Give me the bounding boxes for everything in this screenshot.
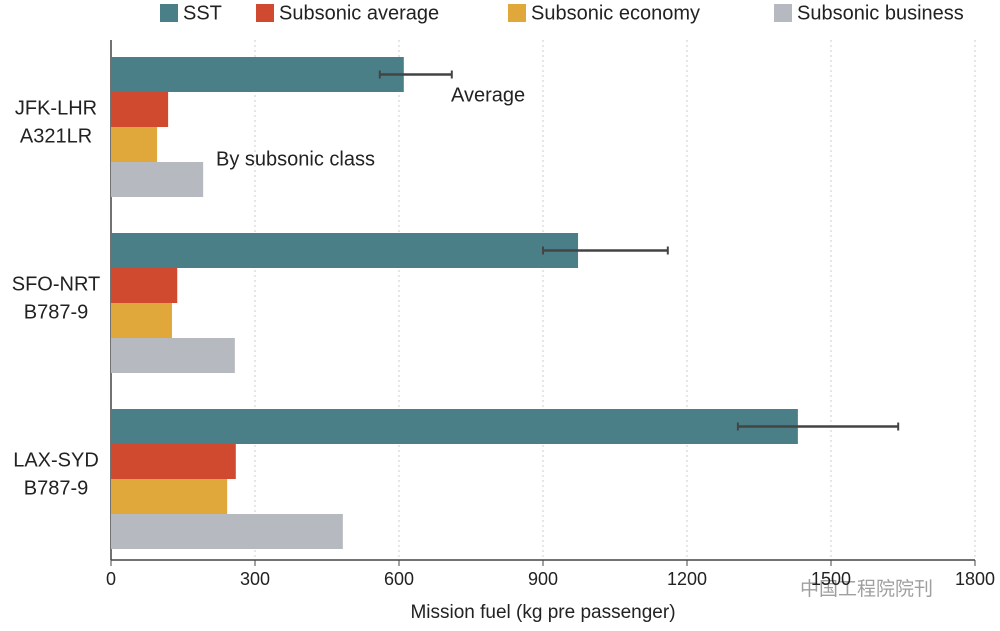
bar xyxy=(111,127,158,162)
bar xyxy=(111,444,236,479)
legend-label: Subsonic business xyxy=(797,2,964,24)
bar xyxy=(111,479,228,514)
watermark: 中国工程院院刊 xyxy=(800,578,933,600)
bar xyxy=(111,514,343,549)
y-tick-label: JFK-LHR xyxy=(15,97,97,119)
y-tick-label: LAX-SYD xyxy=(13,449,99,471)
bar xyxy=(111,233,579,268)
bar xyxy=(111,92,169,127)
x-tick-label: 300 xyxy=(240,569,270,589)
error-bar xyxy=(378,70,453,79)
bar xyxy=(111,268,178,303)
y-tick-label: B787-9 xyxy=(24,301,89,323)
legend-swatch xyxy=(160,4,178,22)
x-tick-label: 1800 xyxy=(955,569,995,589)
y-tick-label: B787-9 xyxy=(24,477,89,499)
x-tick-label: 900 xyxy=(528,569,558,589)
annotation: Average xyxy=(451,84,525,106)
legend-swatch xyxy=(256,4,274,22)
legend-swatch xyxy=(774,4,792,22)
annotation: By subsonic class xyxy=(216,148,375,170)
bar xyxy=(111,338,235,373)
bar xyxy=(111,303,172,338)
x-tick-label: 600 xyxy=(384,569,414,589)
bar xyxy=(111,162,204,197)
legend-label: Subsonic economy xyxy=(531,2,700,24)
y-tick-label: A321LR xyxy=(20,125,92,147)
bar xyxy=(111,409,798,444)
legend-label: SST xyxy=(183,2,222,24)
x-tick-label: 1500 xyxy=(811,569,851,589)
legend-swatch xyxy=(508,4,526,22)
x-tick-label: 0 xyxy=(106,569,116,589)
legend-label: Subsonic average xyxy=(279,2,439,24)
x-tick-label: 1200 xyxy=(667,569,707,589)
x-axis-title: Mission fuel (kg pre passenger) xyxy=(410,602,675,623)
bar xyxy=(111,57,404,92)
error-bar xyxy=(542,246,669,255)
y-tick-label: SFO-NRT xyxy=(12,273,101,295)
error-bar xyxy=(736,422,900,431)
